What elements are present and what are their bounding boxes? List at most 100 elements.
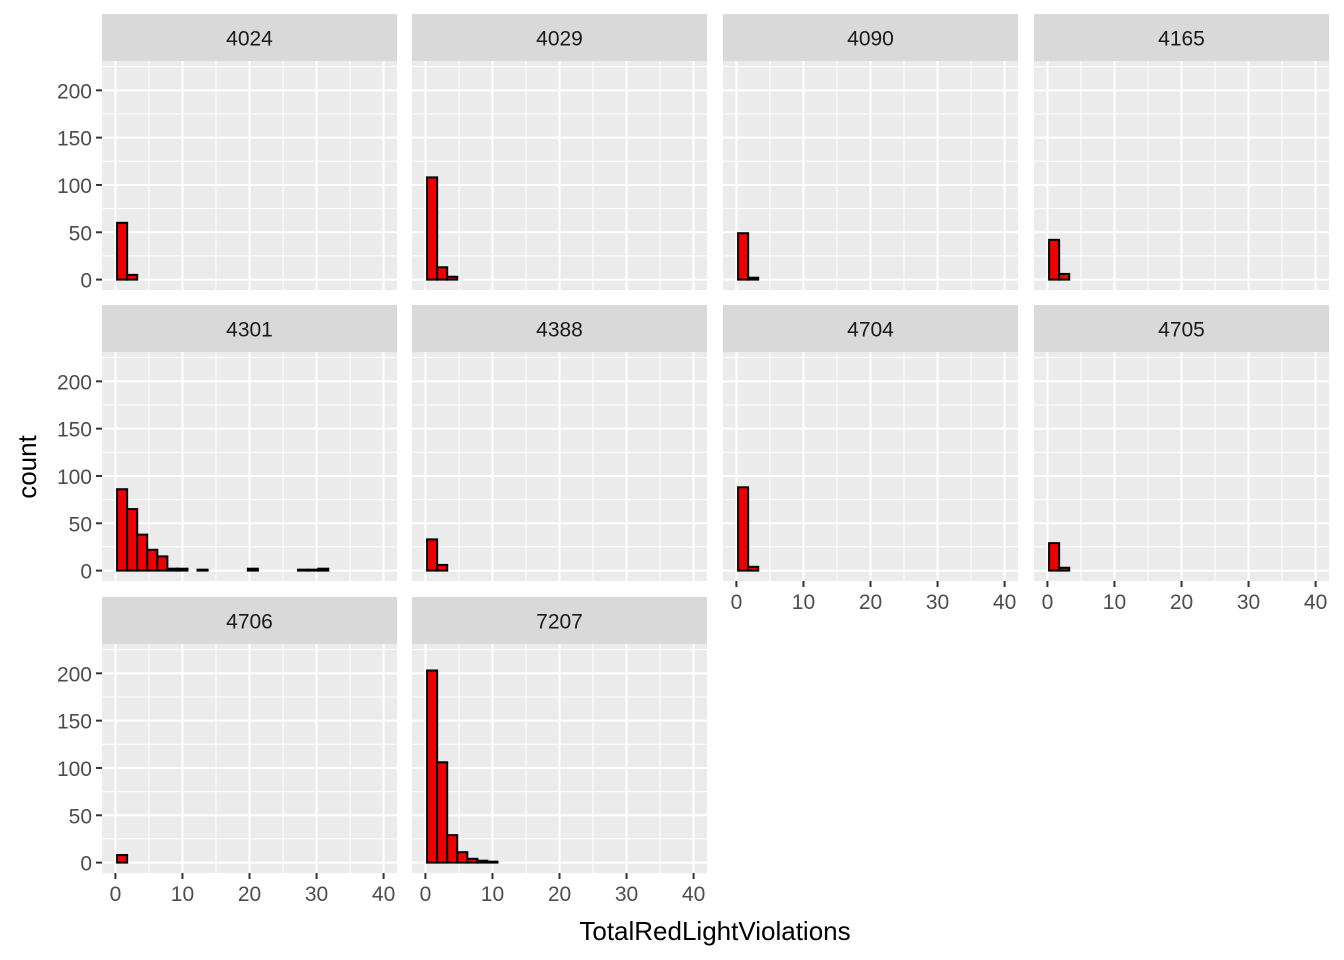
- histogram-bar: [737, 486, 750, 572]
- histogram-bar: [126, 508, 139, 572]
- histogram-bar: [436, 761, 449, 864]
- x-tick-label: 20: [1170, 591, 1193, 614]
- y-axis-label: count: [12, 434, 42, 498]
- facet-strip-label: 4388: [536, 319, 583, 342]
- facet-strip: [102, 305, 397, 352]
- facet-4090: 4090: [723, 14, 1018, 290]
- histogram-bar: [476, 859, 489, 864]
- histogram-bar: [426, 669, 439, 864]
- x-axis-label: TotalRedLightViolations: [579, 916, 850, 946]
- facet-strip: [412, 305, 707, 352]
- histogram-bar: [116, 488, 129, 572]
- facet-strip: [102, 14, 397, 61]
- histogram-bar: [466, 857, 479, 864]
- y-tick-label: 100: [57, 758, 92, 781]
- facet-strip-label: 4024: [226, 28, 273, 51]
- histogram-bar: [426, 538, 439, 572]
- histogram-bar: [436, 266, 449, 281]
- facet-strip-label: 4705: [1158, 319, 1205, 342]
- y-tick-label: 100: [57, 466, 92, 489]
- y-tick-label: 0: [80, 853, 92, 876]
- histogram-bar: [116, 221, 129, 281]
- y-tick-label: 200: [57, 371, 92, 394]
- histogram-bar: [166, 567, 179, 572]
- facet-strip: [723, 305, 1018, 352]
- facet-strip: [412, 14, 707, 61]
- y-tick-label: 50: [69, 222, 92, 245]
- facet-4388: 4388: [412, 305, 707, 581]
- histogram-bar: [456, 851, 469, 864]
- x-tick-label: 10: [792, 591, 815, 614]
- y-tick-label: 100: [57, 175, 92, 198]
- facet-strip: [102, 597, 397, 644]
- histogram-bar: [317, 567, 330, 572]
- x-tick-label: 20: [859, 591, 882, 614]
- histogram-bar: [1058, 566, 1071, 572]
- histogram-bar: [747, 276, 760, 281]
- x-tick-label: 30: [615, 883, 638, 906]
- histogram-bar: [196, 568, 209, 572]
- y-tick-label: 200: [57, 80, 92, 103]
- x-tick-label: 30: [1237, 591, 1260, 614]
- facet-strip-label: 4301: [226, 319, 273, 342]
- histogram-bar: [486, 860, 499, 864]
- x-tick-label: 40: [372, 883, 395, 906]
- x-tick-label: 20: [548, 883, 571, 906]
- histogram-bar: [1048, 542, 1061, 572]
- x-tick-label: 0: [731, 591, 743, 614]
- facet-strip: [412, 597, 707, 644]
- histogram-bar: [126, 273, 139, 281]
- facet-4029: 4029: [412, 14, 707, 290]
- facet-strip-label: 4029: [536, 28, 583, 51]
- x-tick-label: 40: [993, 591, 1016, 614]
- facet-4301: 4301 0 50 100 150 200: [57, 305, 397, 584]
- facet-strip-label: 7207: [536, 611, 583, 634]
- facet-7207: 7207 0 10 20 30 40: [412, 597, 707, 906]
- x-tick-label: 10: [481, 883, 504, 906]
- histogram-bar: [156, 555, 169, 572]
- y-tick-label: 0: [80, 561, 92, 584]
- facet-strip: [1034, 305, 1329, 352]
- histogram-bar: [737, 232, 750, 281]
- facet-strip-label: 4090: [847, 28, 894, 51]
- facet-strip-label: 4706: [226, 611, 273, 634]
- histogram-bar: [426, 176, 439, 281]
- histogram-bar: [307, 568, 320, 572]
- y-tick-label: 200: [57, 663, 92, 686]
- y-tick-label: 150: [57, 711, 92, 734]
- histogram-bar: [246, 567, 259, 572]
- x-tick-label: 40: [682, 883, 705, 906]
- y-tick-label: 150: [57, 419, 92, 442]
- facet-4704: 4704 0 10 20 30 40: [723, 305, 1018, 614]
- x-tick-label: 30: [926, 591, 949, 614]
- facet-4165: 4165: [1034, 14, 1329, 290]
- x-tick-label: 40: [1304, 591, 1327, 614]
- histogram-bar: [446, 275, 459, 281]
- facet-4706: 4706 0 50 100 150 200 0 10 20 30 40: [57, 597, 397, 906]
- histogram-bar: [136, 533, 149, 572]
- y-tick-label: 0: [80, 270, 92, 293]
- histogram-bar: [297, 568, 310, 572]
- facet-4024: 4024 0 50 100 150 200: [57, 14, 397, 293]
- y-tick-label: 50: [69, 805, 92, 828]
- x-tick-label: 0: [420, 883, 432, 906]
- histogram-bar: [176, 567, 189, 572]
- facet-strip: [723, 14, 1018, 61]
- histogram-bar: [1058, 272, 1071, 281]
- histogram-bar: [116, 854, 129, 864]
- x-tick-label: 0: [1042, 591, 1054, 614]
- x-tick-label: 0: [110, 883, 122, 906]
- facet-strip-label: 4704: [847, 319, 894, 342]
- y-tick-label: 50: [69, 513, 92, 536]
- histogram-bar: [146, 548, 159, 572]
- facet-4705: 4705 0 10 20 30 40: [1034, 305, 1329, 614]
- x-tick-label: 30: [305, 883, 328, 906]
- histogram-bar: [436, 563, 449, 572]
- x-tick-label: 10: [1103, 591, 1126, 614]
- histogram-bar: [446, 834, 459, 864]
- x-tick-label: 10: [171, 883, 194, 906]
- facet-strip-label: 4165: [1158, 28, 1205, 51]
- y-tick-label: 150: [57, 128, 92, 151]
